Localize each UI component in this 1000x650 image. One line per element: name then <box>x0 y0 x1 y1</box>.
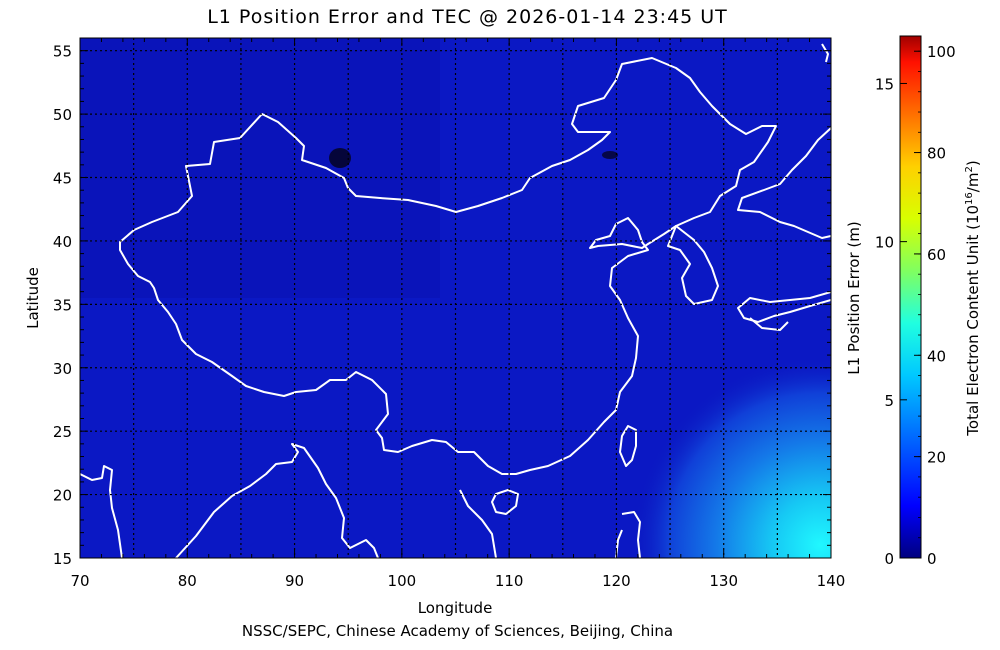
y-tick-label: 20 <box>53 487 72 505</box>
x-tick-label: 130 <box>709 572 738 590</box>
cbar-right-tick-label: 40 <box>927 347 946 365</box>
cbar-left-tick-label: 0 <box>884 550 894 568</box>
cbar-right-sup: 16 <box>964 192 975 205</box>
cbar-right-c: ) <box>964 160 982 166</box>
y-tick-label: 15 <box>53 550 72 568</box>
y-tick-label: 45 <box>53 170 72 188</box>
y-tick-label: 55 <box>53 43 72 61</box>
graticule <box>80 38 831 558</box>
cbar-right-tick-label: 100 <box>927 43 956 61</box>
y-tick-label: 25 <box>53 423 72 441</box>
y-tick-label: 40 <box>53 233 72 251</box>
x-tick-label: 80 <box>178 572 197 590</box>
x-tick-label: 140 <box>817 572 846 590</box>
cbar-right-a: Total Electron Content Unit (10 <box>964 205 982 437</box>
y-tick-label: 50 <box>53 106 72 124</box>
cbar-left-tick-label: 5 <box>884 392 894 410</box>
x-axis: 70 80 90 100 110 120 130 140 <box>70 38 845 590</box>
cbar-right-tick-label: 0 <box>927 550 937 568</box>
cbar-right-tick-label: 60 <box>927 246 946 264</box>
colorbar-left-title: L1 Position Error (m) <box>845 221 863 375</box>
footer-credit: NSSC/SEPC, Chinese Academy of Sciences, … <box>241 622 674 640</box>
y-axis: 15 20 25 30 35 40 45 50 55 <box>53 37 831 568</box>
cbar-left-tick-label: 15 <box>875 75 894 93</box>
colorbar <box>899 35 922 559</box>
y-tick-label: 35 <box>53 296 72 314</box>
x-axis-title: Longitude <box>418 599 493 617</box>
cbar-left-tick-label: 10 <box>875 234 894 252</box>
y-axis-title: Latitude <box>24 267 42 329</box>
x-tick-label: 110 <box>495 572 524 590</box>
cbar-right-tick-label: 80 <box>927 145 946 163</box>
coastlines <box>80 43 831 558</box>
plot-frame <box>79 37 832 559</box>
y-tick-label: 30 <box>53 360 72 378</box>
cbar-right-sup2: 2 <box>964 166 975 172</box>
x-tick-label: 100 <box>388 572 417 590</box>
chart-title: L1 Position Error and TEC @ 2026-01-14 2… <box>207 6 728 28</box>
x-tick-label: 120 <box>602 572 631 590</box>
colorbar-ticks: 0 5 10 15 0 20 40 60 80 100 <box>875 43 956 568</box>
cbar-right-tick-label: 20 <box>927 449 946 467</box>
dark-spot <box>329 148 351 168</box>
cbar-right-b: /m <box>964 173 982 193</box>
x-tick-label: 70 <box>70 572 89 590</box>
colorbar-right-title: Total Electron Content Unit (1016/m2) <box>964 160 982 436</box>
x-tick-label: 90 <box>285 572 304 590</box>
